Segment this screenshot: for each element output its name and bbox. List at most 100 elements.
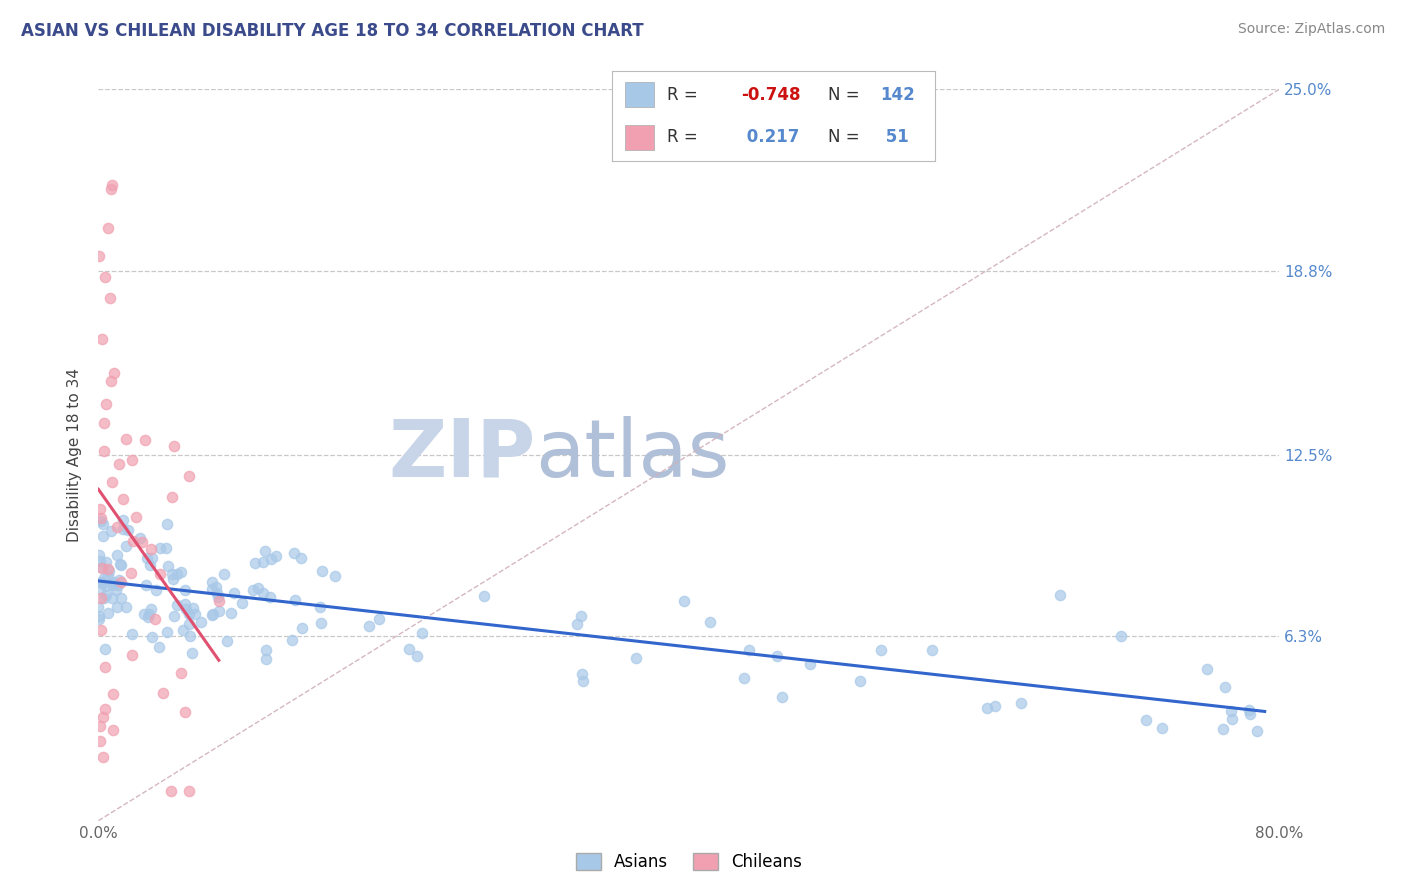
- Point: [91, 560, 114, 574]
- Point: [204, 580, 226, 594]
- Point: [976, 701, 998, 715]
- Text: 0.217: 0.217: [741, 128, 800, 146]
- Point: [170, 565, 193, 579]
- Point: [160, 784, 183, 798]
- Point: [90, 511, 112, 525]
- Point: [97, 606, 120, 620]
- Point: [91, 529, 114, 543]
- Point: [242, 582, 264, 597]
- Point: [131, 534, 153, 549]
- Point: [212, 566, 235, 581]
- Point: [91, 750, 114, 764]
- Point: [259, 552, 281, 566]
- Point: [90, 624, 112, 638]
- Point: [323, 568, 346, 582]
- Point: [135, 577, 157, 591]
- Point: [309, 599, 332, 614]
- Point: [121, 648, 143, 662]
- Point: [90, 575, 112, 590]
- Point: [173, 597, 195, 611]
- Point: [87, 600, 110, 615]
- Point: [93, 591, 115, 605]
- Point: [149, 567, 172, 582]
- Point: [1197, 662, 1219, 676]
- Point: [1109, 629, 1132, 643]
- Point: [290, 551, 312, 566]
- Point: [179, 629, 201, 643]
- Point: [87, 612, 110, 626]
- Point: [100, 524, 122, 538]
- Point: [94, 702, 117, 716]
- Point: [571, 666, 593, 681]
- Point: [207, 585, 229, 599]
- Point: [94, 588, 117, 602]
- Point: [174, 706, 197, 720]
- Point: [177, 469, 200, 483]
- Point: [181, 600, 204, 615]
- Point: [738, 643, 761, 657]
- Point: [166, 598, 188, 612]
- Point: [110, 558, 132, 573]
- Point: [129, 531, 152, 545]
- Point: [91, 710, 114, 724]
- Point: [94, 270, 117, 285]
- Point: [1049, 589, 1071, 603]
- Point: [173, 583, 195, 598]
- Text: atlas: atlas: [536, 416, 730, 494]
- Point: [111, 513, 134, 527]
- Point: [177, 784, 200, 798]
- Point: [89, 719, 111, 733]
- Point: [264, 549, 287, 563]
- Point: [152, 686, 174, 700]
- Point: [283, 546, 305, 560]
- Point: [89, 549, 111, 563]
- Point: [105, 600, 128, 615]
- Point: [89, 734, 111, 748]
- Point: [357, 618, 380, 632]
- Point: [110, 591, 132, 606]
- Text: R =: R =: [666, 128, 697, 146]
- Point: [143, 612, 166, 626]
- Point: [101, 178, 124, 192]
- Point: [101, 475, 124, 489]
- Point: [311, 615, 333, 630]
- Point: [141, 551, 163, 566]
- Point: [160, 566, 183, 581]
- Point: [98, 291, 121, 305]
- Point: [921, 642, 943, 657]
- Point: [139, 542, 162, 557]
- Point: [155, 625, 177, 640]
- Point: [145, 583, 167, 598]
- Point: [201, 607, 224, 621]
- Point: [1135, 713, 1157, 727]
- Point: [179, 607, 201, 621]
- Point: [254, 643, 277, 657]
- Point: [1213, 680, 1236, 694]
- Y-axis label: Disability Age 18 to 34: Disability Age 18 to 34: [67, 368, 83, 542]
- Point: [157, 559, 180, 574]
- Point: [849, 673, 872, 688]
- Point: [201, 607, 224, 622]
- Text: 142: 142: [880, 86, 915, 103]
- Point: [770, 690, 793, 704]
- Point: [93, 417, 115, 431]
- Point: [1220, 712, 1243, 726]
- Point: [97, 220, 120, 235]
- Point: [101, 575, 124, 590]
- Text: ZIP: ZIP: [388, 416, 536, 494]
- Point: [766, 649, 789, 664]
- Point: [201, 582, 224, 596]
- Point: [94, 641, 117, 656]
- Text: N =: N =: [828, 86, 860, 103]
- Text: R =: R =: [666, 86, 697, 103]
- Point: [115, 600, 138, 615]
- Point: [252, 586, 274, 600]
- Point: [284, 593, 307, 607]
- Point: [217, 634, 239, 648]
- Point: [94, 660, 117, 674]
- Point: [107, 578, 129, 592]
- Point: [97, 562, 120, 576]
- Point: [472, 589, 495, 603]
- Point: [155, 541, 177, 555]
- Point: [121, 627, 143, 641]
